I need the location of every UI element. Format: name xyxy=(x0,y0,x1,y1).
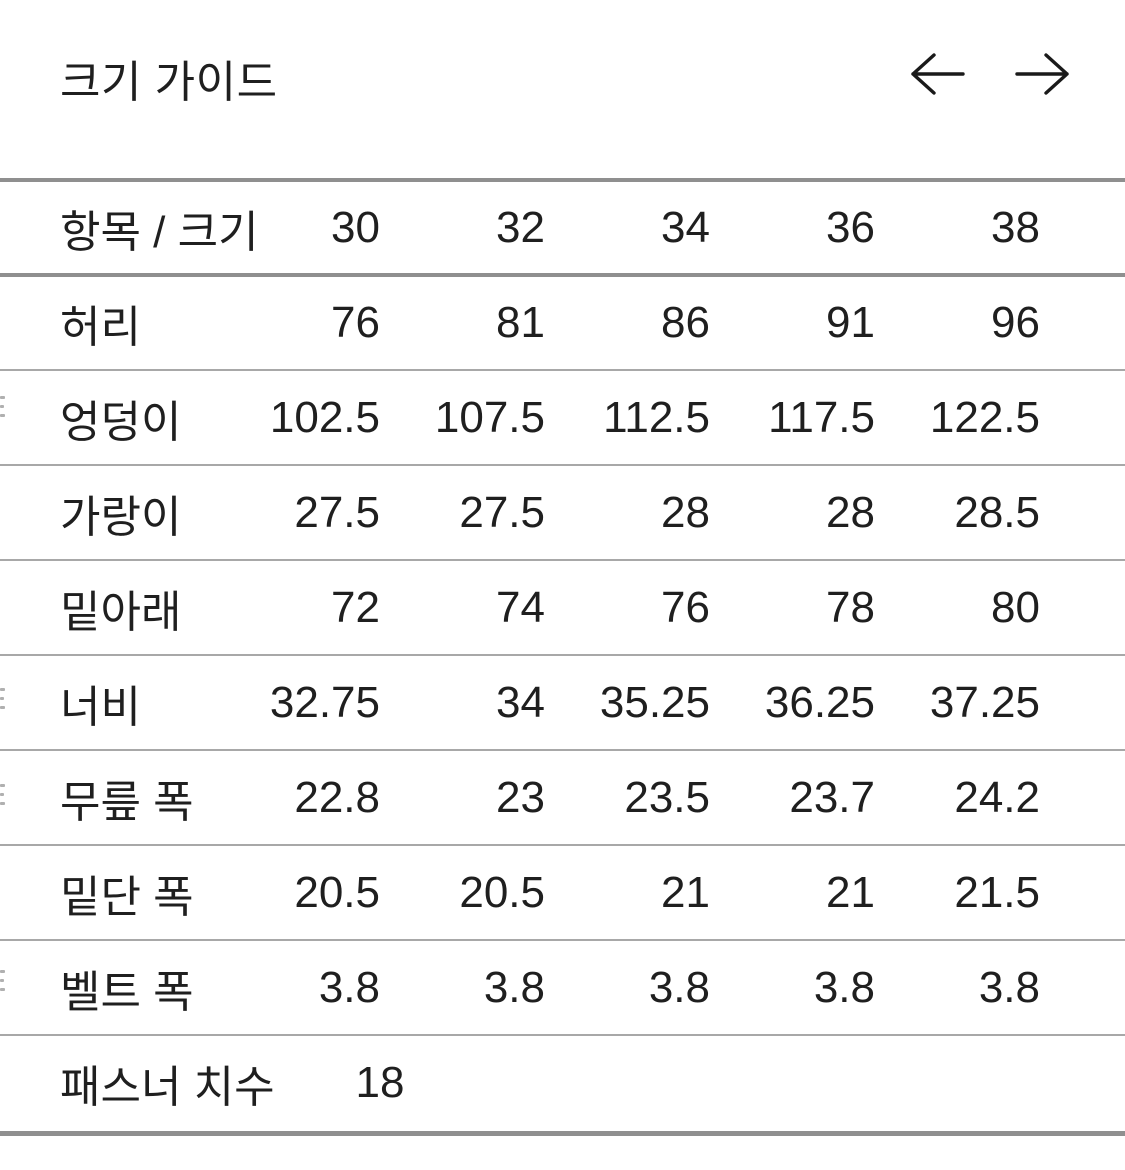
value-cell: 96 xyxy=(991,298,1040,347)
value-cell: 91 xyxy=(826,298,875,347)
value-cell: 27.5 xyxy=(459,487,545,537)
value-cell: 21 xyxy=(826,867,875,917)
value-cell: 24.2 xyxy=(954,772,1040,822)
size-header-cell: 34 xyxy=(661,202,710,252)
table-row-inseam: 밑아래 72 74 76 78 80 xyxy=(0,560,1125,655)
value-cell: 35.25 xyxy=(599,677,710,727)
spacer-cell xyxy=(1040,655,1125,750)
value-cell: 122.5 xyxy=(929,392,1040,442)
value-cell: 80 xyxy=(991,582,1040,632)
size-header-cell: 38 xyxy=(991,202,1040,252)
row-label-cell: 허리 xyxy=(60,303,141,352)
value-cell: 21 xyxy=(661,867,710,917)
row-label-cell: 너비 xyxy=(60,682,141,732)
value-cell: 107.5 xyxy=(434,392,545,442)
value-cell: 20.5 xyxy=(459,867,545,917)
spacer-cell xyxy=(1040,1035,1125,1133)
empty-cell xyxy=(875,1035,1040,1133)
spacer-cell xyxy=(1040,560,1125,655)
size-guide-header: 크기 가이드 xyxy=(0,0,1125,178)
empty-cell xyxy=(710,1035,875,1133)
empty-cell xyxy=(545,1035,710,1133)
value-cell: 117.5 xyxy=(768,392,875,442)
row-label-cell: 벨트 폭 xyxy=(60,967,194,1017)
value-cell: 3.8 xyxy=(978,962,1040,1012)
value-cell: 74 xyxy=(496,582,545,632)
table-row-width: 너비 32.75 34 35.25 36.25 37.25 xyxy=(0,655,1125,750)
value-cell: 78 xyxy=(826,582,875,632)
arrow-left-icon xyxy=(907,50,969,98)
value-cell: 37.25 xyxy=(929,677,1040,727)
value-cell: 3.8 xyxy=(318,962,380,1012)
value-cell: 76 xyxy=(661,582,710,632)
arrow-right-icon xyxy=(1011,50,1073,98)
spacer-cell xyxy=(1040,370,1125,465)
spacer-cell xyxy=(1040,750,1125,845)
size-header-cell: 32 xyxy=(496,202,545,252)
value-cell: 21.5 xyxy=(954,867,1040,917)
row-label-cell: 밑아래 xyxy=(60,587,182,637)
next-arrow-button[interactable] xyxy=(1011,50,1073,98)
value-cell: 3.8 xyxy=(813,962,875,1012)
value-cell: 112.5 xyxy=(603,392,710,442)
value-cell: 36.25 xyxy=(764,677,875,727)
value-cell: 3.8 xyxy=(648,962,710,1012)
table-row-belt-width: 벨트 폭 3.8 3.8 3.8 3.8 3.8 xyxy=(0,940,1125,1035)
row-label-cell: 밑단 폭 xyxy=(60,872,194,922)
table-row-hem-width: 밑단 폭 20.5 20.5 21 21 21.5 xyxy=(0,845,1125,940)
table-row-knee-width: 무릎 폭 22.8 23 23.5 23.7 24.2 xyxy=(0,750,1125,845)
value-cell: 81 xyxy=(496,298,545,347)
value-cell: 23.5 xyxy=(624,772,710,822)
size-header-cell: 30 xyxy=(331,202,380,252)
table-header-row: 항목 / 크기 30 32 34 36 38 xyxy=(0,180,1125,275)
value-cell: 23 xyxy=(496,772,545,822)
row-label-cell: 엉덩이 xyxy=(60,397,182,447)
spacer-cell xyxy=(1040,180,1125,275)
table-row-crotch: 가랑이 27.5 27.5 28 28 28.5 xyxy=(0,465,1125,560)
size-header-cell: 36 xyxy=(826,202,875,252)
value-cell: 22.8 xyxy=(294,772,380,822)
value-cell: 34 xyxy=(496,677,545,727)
spacer-cell xyxy=(1040,940,1125,1035)
header-label-cell: 항목 / 크기 xyxy=(60,207,259,257)
size-guide-table: 항목 / 크기 30 32 34 36 38 허리 76 81 86 91 96… xyxy=(0,178,1125,1136)
value-cell: 76 xyxy=(331,298,380,347)
row-label-cell: 가랑이 xyxy=(60,492,182,542)
value-cell: 27.5 xyxy=(294,487,380,537)
value-cell: 23.7 xyxy=(789,772,875,822)
value-cell: 28 xyxy=(826,487,875,537)
table-row-waist: 허리 76 81 86 91 96 xyxy=(0,275,1125,370)
value-cell: 102.5 xyxy=(269,392,380,442)
spacer-cell xyxy=(1040,465,1125,560)
pagination-arrows xyxy=(907,50,1073,98)
row-label-cell: 무릎 폭 xyxy=(60,777,194,827)
value-cell: 72 xyxy=(331,582,380,632)
value-cell: 32.75 xyxy=(269,677,380,727)
value-cell: 3.8 xyxy=(483,962,545,1012)
spacer-cell xyxy=(1040,845,1125,940)
row-label-cell: 패스너 치수 xyxy=(60,1063,275,1113)
value-cell: 28 xyxy=(661,487,710,537)
spacer-cell xyxy=(1040,275,1125,370)
value-cell: 18 xyxy=(355,1058,405,1108)
page-title: 크기 가이드 xyxy=(60,58,278,107)
value-cell: 20.5 xyxy=(294,867,380,917)
table-row-fastener: 패스너 치수 18 xyxy=(0,1035,1125,1133)
prev-arrow-button[interactable] xyxy=(907,50,969,98)
table-row-hip: 엉덩이 102.5 107.5 112.5 117.5 122.5 xyxy=(0,370,1125,465)
value-cell: 28.5 xyxy=(954,487,1040,537)
value-cell: 86 xyxy=(661,298,710,347)
